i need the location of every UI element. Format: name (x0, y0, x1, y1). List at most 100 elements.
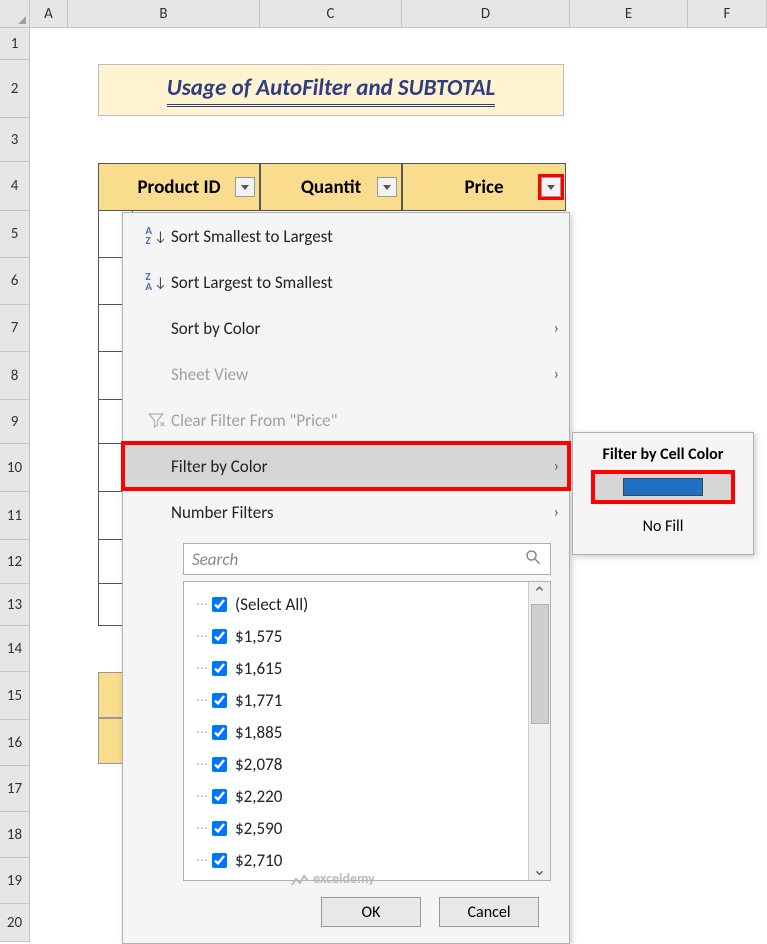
filter-value-checkbox[interactable] (212, 757, 227, 772)
filter-value-checkbox[interactable] (212, 629, 227, 644)
filter-value-checkbox[interactable] (212, 693, 227, 708)
column-header-a[interactable]: A (30, 0, 68, 28)
tree-line-icon: ⋯ (196, 757, 208, 772)
table-header-label: Product ID (137, 176, 220, 199)
filter-by-color-submenu: Filter by Cell Color No Fill (572, 432, 754, 555)
search-icon (524, 548, 542, 571)
chevron-right-icon: › (554, 319, 559, 338)
filter-value-checkbox[interactable] (212, 821, 227, 836)
row-header-9[interactable]: 9 (0, 400, 30, 444)
filter-value-list: ⋯(Select All)⋯$1,575⋯$1,615⋯$1,771⋯$1,88… (183, 581, 551, 881)
sort-desc-label: Sort Largest to Smallest (171, 272, 559, 293)
table-header-row: Product ID Quantit Price (98, 163, 566, 211)
filter-value-item[interactable]: ⋯$1,771 (196, 684, 522, 716)
sort-asc-label: Sort Smallest to Largest (171, 226, 559, 247)
page-title: Usage of AutoFilter and SUBTOTAL (167, 74, 496, 107)
filter-value-label: $1,771 (235, 690, 282, 711)
sort-color-label: Sort by Color (171, 318, 554, 339)
number-filters-item[interactable]: Number Filters › (123, 489, 569, 535)
clear-filter-item: Clear Filter From "Price" (123, 397, 569, 443)
tree-line-icon: ⋯ (196, 853, 208, 868)
table-header-label: Price (464, 176, 503, 199)
tree-line-icon: ⋯ (196, 629, 208, 644)
column-header-e[interactable]: E (570, 0, 688, 28)
clear-filter-label: Clear Filter From "Price" (171, 410, 559, 431)
filter-value-item[interactable]: ⋯$1,615 (196, 652, 522, 684)
filter-by-color-item[interactable]: Filter by Color › (123, 443, 569, 489)
filter-dropdown-button[interactable] (541, 177, 561, 197)
filter-dropdown-button[interactable] (235, 177, 255, 197)
filter-value-item[interactable]: ⋯ $1,885 (196, 716, 522, 748)
tree-line-icon: ⋯ (196, 789, 208, 804)
row-header-4[interactable]: 4 (0, 162, 30, 211)
sort-by-color-item[interactable]: Sort by Color › (123, 305, 569, 351)
ok-button[interactable]: OK (321, 897, 421, 927)
row-header-16[interactable]: 16 (0, 720, 30, 766)
row-header-2[interactable]: 2 (0, 60, 30, 118)
watermark: exceldemy (290, 870, 375, 887)
dialog-button-row: OK Cancel (123, 881, 569, 943)
no-fill-option[interactable]: No Fill (573, 508, 753, 544)
filter-value-item[interactable]: ⋯$2,078 (196, 748, 522, 780)
filter-search-input[interactable]: Search (183, 543, 551, 575)
row-header-12[interactable]: 12 (0, 540, 30, 584)
sort-desc-item[interactable]: ZA↓ Sort Largest to Smallest (123, 259, 569, 305)
row-header-19[interactable]: 19 (0, 858, 30, 904)
row-header-7[interactable]: 7 (0, 305, 30, 352)
number-filters-label: Number Filters (171, 502, 554, 523)
row-header-8[interactable]: 8 (0, 352, 30, 400)
filter-value-checkbox[interactable] (212, 789, 227, 804)
funnel-clear-icon (141, 411, 171, 429)
filter-value-item[interactable]: ⋯ $2,220 (196, 780, 522, 812)
filter-dropdown-button[interactable] (377, 177, 397, 197)
sort-asc-item[interactable]: AZ↓ Sort Smallest to Largest (123, 213, 569, 259)
submenu-title: Filter by Cell Color (573, 441, 753, 472)
scroll-thumb[interactable] (531, 604, 549, 724)
title-cell: Usage of AutoFilter and SUBTOTAL (98, 64, 564, 116)
row-header-5[interactable]: 5 (0, 211, 30, 258)
filter-value-label: $2,220 (235, 786, 282, 807)
filter-value-checkbox[interactable] (212, 661, 227, 676)
filter-value-checkbox[interactable] (212, 725, 227, 740)
row-header-14[interactable]: 14 (0, 626, 30, 672)
sheet-view-item: Sheet View › (123, 351, 569, 397)
row-header-1[interactable]: 1 (0, 28, 30, 60)
row-header-6[interactable]: 6 (0, 258, 30, 305)
row-header-3[interactable]: 3 (0, 118, 30, 162)
filter-dropdown-menu: AZ↓ Sort Smallest to Largest ZA↓ Sort La… (122, 212, 570, 944)
filter-value-item[interactable]: ⋯$2,590 (196, 812, 522, 844)
sheet-view-label: Sheet View (171, 364, 554, 385)
chevron-right-icon: › (554, 503, 559, 522)
column-header-b[interactable]: B (68, 0, 260, 28)
row-header-17[interactable]: 17 (0, 766, 30, 812)
tree-line-icon: ⋯ (196, 597, 208, 612)
scroll-up-icon[interactable]: ⌃ (529, 582, 550, 604)
filter-value-item[interactable]: ⋯ (Select All) (196, 588, 522, 620)
filter-value-checkbox[interactable] (212, 853, 227, 868)
filter-value-checkbox[interactable] (212, 597, 227, 612)
cell-color-option[interactable] (593, 472, 733, 502)
row-header-10[interactable]: 10 (0, 444, 30, 492)
column-header-f[interactable]: F (688, 0, 767, 28)
tree-line-icon: ⋯ (196, 661, 208, 676)
filter-value-label: (Select All) (235, 594, 308, 615)
filter-value-label: $2,710 (235, 850, 282, 871)
row-header-13[interactable]: 13 (0, 584, 30, 626)
filter-value-label: $1,885 (235, 722, 282, 743)
select-all-triangle[interactable] (0, 0, 30, 28)
sort-asc-icon: AZ↓ (141, 226, 171, 246)
column-header-c[interactable]: C (260, 0, 402, 28)
scroll-down-icon[interactable]: ⌄ (529, 858, 550, 880)
row-header-20[interactable]: 20 (0, 904, 30, 942)
table-header-label: Quantit (301, 176, 361, 199)
row-header-15[interactable]: 15 (0, 672, 30, 720)
row-header-18[interactable]: 18 (0, 812, 30, 858)
column-header-d[interactable]: D (402, 0, 570, 28)
scrollbar[interactable]: ⌃ ⌄ (528, 582, 550, 880)
sort-desc-icon: ZA↓ (141, 272, 171, 292)
tree-line-icon: ⋯ (196, 725, 208, 740)
filter-value-item[interactable]: ⋯$1,575 (196, 620, 522, 652)
row-header-11[interactable]: 11 (0, 492, 30, 540)
tree-line-icon: ⋯ (196, 821, 208, 836)
cancel-button[interactable]: Cancel (439, 897, 539, 927)
